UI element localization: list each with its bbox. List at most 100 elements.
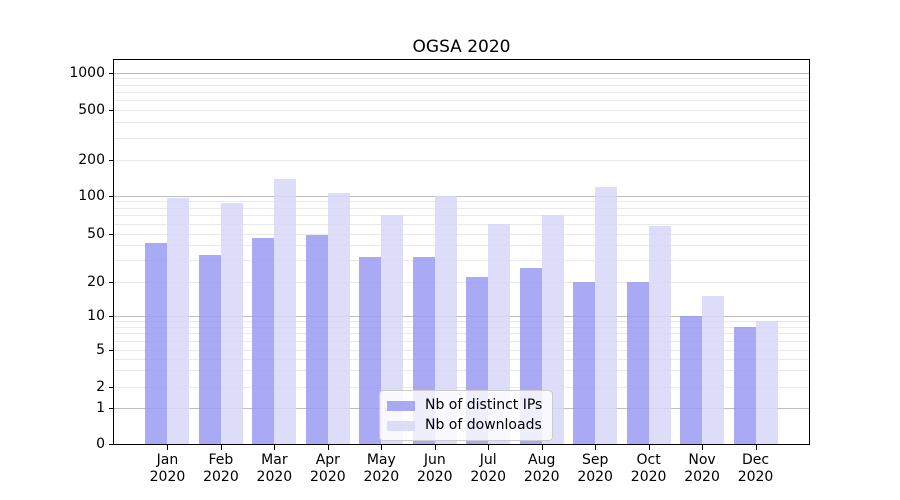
legend-label-downloads: Nb of downloads: [425, 417, 542, 433]
gridline-minor: [114, 358, 809, 360]
bar-distinct-ips: [198, 255, 221, 444]
x-tick-mark: [274, 445, 276, 450]
plot-area: Nb of distinct IPs Nb of downloads: [113, 59, 810, 445]
gridline-minor: [114, 207, 809, 209]
bar-distinct-ips: [733, 326, 756, 444]
x-tick-mark: [434, 445, 436, 450]
bar-distinct-ips: [626, 281, 649, 444]
gridline-minor: [114, 281, 809, 283]
legend-item-distinct-ips: Nb of distinct IPs: [387, 397, 542, 414]
gridline-minor: [114, 370, 809, 372]
x-tick-label: Jul 2020: [470, 452, 507, 485]
y-tick-mark: [109, 281, 113, 283]
x-tick-label: Aug 2020: [523, 452, 560, 485]
gridline-minor: [114, 215, 809, 217]
legend-item-downloads: Nb of downloads: [387, 417, 542, 434]
x-tick-label: May 2020: [363, 452, 400, 485]
y-tick-mark: [109, 195, 113, 197]
x-tick-mark: [595, 445, 597, 450]
y-tick-label: 100: [78, 187, 105, 204]
y-tick-label: 2: [96, 378, 105, 395]
y-tick-mark: [109, 72, 113, 74]
gridline-major: [114, 195, 809, 197]
gridline-minor: [114, 320, 809, 322]
y-tick-label: 0: [96, 436, 105, 452]
legend: Nb of distinct IPs Nb of downloads: [379, 390, 554, 441]
y-tick-mark: [109, 233, 113, 235]
gridline-minor: [114, 223, 809, 225]
y-tick-label: 1: [96, 400, 105, 416]
x-tick-mark: [381, 445, 383, 450]
y-tick-mark: [109, 349, 113, 351]
gridline-minor: [114, 333, 809, 335]
bar-distinct-ips: [145, 242, 168, 444]
gridline-minor: [114, 233, 809, 235]
x-tick-mark: [327, 445, 329, 450]
gridline-minor: [114, 110, 809, 111]
y-tick-mark: [109, 315, 113, 317]
bar-downloads: [755, 320, 778, 444]
gridline-major: [114, 315, 809, 317]
bar-downloads: [541, 215, 564, 444]
y-tick-mark: [109, 110, 113, 111]
x-tick-label: Feb 2020: [203, 452, 239, 485]
gridline-minor: [114, 91, 809, 93]
x-tick-mark: [220, 445, 222, 450]
bar-downloads: [327, 192, 350, 444]
gridline-minor: [114, 201, 809, 203]
y-tick-label: 200: [78, 152, 105, 168]
bar-downloads: [648, 226, 671, 444]
x-tick-label: Nov 2020: [684, 452, 720, 485]
y-tick-mark: [109, 160, 113, 161]
gridline-major: [114, 72, 809, 74]
bar-distinct-ips: [305, 234, 328, 444]
bar-distinct-ips: [359, 256, 382, 444]
bar-distinct-ips: [680, 315, 703, 444]
y-tick-mark: [109, 444, 113, 445]
x-tick-label: Jan 2020: [149, 452, 186, 485]
bar-downloads: [274, 179, 297, 444]
bar-downloads: [434, 195, 457, 444]
x-tick-mark: [167, 445, 169, 450]
bar-downloads: [167, 197, 190, 444]
x-tick-mark: [702, 445, 704, 450]
x-tick-mark: [648, 445, 650, 450]
legend-swatch-downloads-icon: [387, 420, 415, 431]
gridline-minor: [114, 260, 809, 262]
x-tick-label: Dec 2020: [737, 452, 774, 485]
gridline-minor: [114, 122, 809, 124]
x-tick-mark: [541, 445, 543, 450]
gridline-minor: [114, 349, 809, 351]
y-tick-mark: [109, 408, 113, 409]
x-tick-label: Oct 2020: [630, 452, 667, 485]
gridline-minor: [114, 84, 809, 86]
bar-downloads: [381, 215, 404, 444]
x-tick-label: Sep 2020: [577, 452, 613, 485]
y-tick-label: 500: [78, 102, 105, 118]
gridline-minor: [114, 386, 809, 388]
y-tick-mark: [109, 386, 113, 388]
y-tick-label: 1000: [69, 64, 105, 81]
y-tick-label: 5: [96, 341, 105, 358]
bar-distinct-ips: [252, 237, 275, 444]
x-tick-mark: [488, 445, 490, 450]
bar-distinct-ips: [573, 281, 596, 444]
bar-downloads: [220, 203, 243, 444]
gridline-minor: [114, 326, 809, 328]
gridline-minor: [114, 100, 809, 102]
gridline-minor: [114, 78, 809, 80]
bar-downloads: [595, 187, 618, 444]
gridline-minor: [114, 245, 809, 247]
x-tick-label: Mar 2020: [256, 452, 293, 485]
gridline-minor: [114, 137, 809, 139]
legend-swatch-distinct-ips-icon: [387, 400, 415, 411]
bar-downloads: [488, 223, 511, 444]
x-tick-mark: [755, 445, 757, 450]
x-tick-label: Jun 2020: [416, 452, 453, 485]
gridline-minor: [114, 340, 809, 342]
y-tick-label: 20: [87, 273, 105, 290]
legend-label-distinct-ips: Nb of distinct IPs: [425, 397, 543, 413]
y-tick-label: 10: [87, 307, 105, 324]
chart-title: OGSA 2020: [412, 37, 511, 57]
